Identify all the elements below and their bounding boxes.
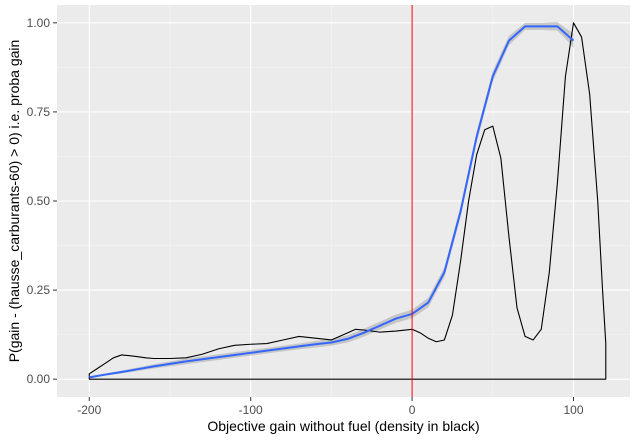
- density-layer: [88, 22, 607, 380]
- y-axis-title: P(gain - (hausse_carburants-60) > 0) i.e…: [6, 40, 22, 363]
- y-tick-label: 0.25: [27, 283, 51, 297]
- x-tick-label: 100: [563, 403, 583, 417]
- x-axis-title: Objective gain without fuel (density in …: [207, 418, 479, 434]
- x-tick-label: -100: [239, 403, 263, 417]
- axis-layer: -200 -100 0 100 0.00 0.25 0.50 0.75 1.00: [27, 16, 584, 417]
- x-tick-label: 0: [409, 403, 416, 417]
- density-curve: [88, 22, 607, 380]
- y-tick-label: 0.50: [27, 194, 51, 208]
- y-tick-label: 0.00: [27, 372, 51, 386]
- y-tick-label: 1.00: [27, 16, 51, 30]
- y-tick-label: 0.75: [27, 105, 51, 119]
- smooth-layer: [89, 25, 575, 379]
- smooth-line: [89, 25, 575, 379]
- x-tick-label: -200: [77, 403, 101, 417]
